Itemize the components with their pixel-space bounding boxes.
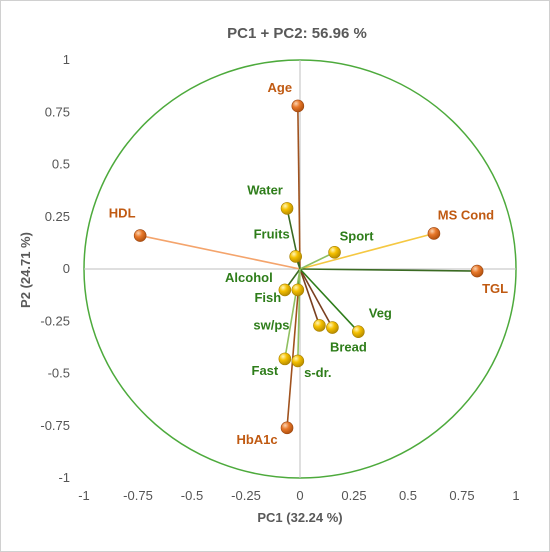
variable-point: [278, 352, 292, 366]
loading-vector: [139, 234, 301, 270]
y-tick-label: 1: [63, 52, 70, 67]
x-tick-label: 0: [296, 488, 303, 503]
plot-area: -1 -0.75 -0.5 -0.25 0 0.25 0.5 0.75 1 1 0.75 0.5 0.2…: [40, 52, 519, 503]
y-tick-label: -0.25: [40, 313, 70, 328]
point-label: Veg: [369, 306, 392, 321]
loading-vector: [299, 268, 334, 328]
point-label: TGL: [482, 281, 508, 296]
x-tick-label: 0.25: [341, 488, 366, 503]
point-label: MS Cond: [438, 207, 494, 222]
variable-point: [280, 202, 294, 215]
point-label: Sport: [340, 228, 375, 243]
point-label: s-dr.: [304, 365, 331, 380]
variable-point: [291, 354, 305, 368]
x-tick-label: 0.75: [449, 488, 474, 503]
point-label: Fruits: [254, 226, 290, 241]
loading-vector: [299, 268, 478, 272]
point-label: Fish: [254, 290, 281, 305]
point-label: Age: [268, 80, 293, 95]
y-tick-label: 0: [63, 261, 70, 276]
y-axis-title: P2 (24.71 %): [18, 232, 33, 308]
variable-point: [326, 321, 339, 334]
x-tick-label: -0.25: [231, 488, 261, 503]
point-label: Alcohol: [225, 270, 273, 285]
point-label: HDL: [109, 206, 136, 221]
variable-point: [133, 229, 147, 242]
variable-point: [352, 325, 365, 339]
variable-point: [278, 283, 292, 297]
variable-point: [280, 421, 294, 435]
x-tick-label: -1: [78, 488, 90, 503]
variable-point: [470, 264, 484, 278]
variable-point: [289, 250, 302, 263]
x-tick-label: -0.5: [181, 488, 203, 503]
loading-vector: [299, 268, 359, 333]
y-tick-label: 0.5: [52, 157, 70, 172]
chart-title: PC1 + PC2: 56.96 %: [227, 25, 367, 42]
y-tick-label: 0.25: [45, 209, 70, 224]
point-label: sw/ps: [253, 317, 289, 332]
variable-point: [291, 99, 305, 113]
x-tick-label: -0.75: [123, 488, 153, 503]
loading-vector: [299, 232, 435, 270]
variable-point: [328, 245, 341, 259]
loading-vector: [299, 251, 335, 270]
variable-point: [291, 283, 305, 297]
point-label: Water: [247, 182, 283, 197]
y-tick-label: -0.5: [48, 366, 70, 381]
point-label: HbA1c: [236, 432, 277, 447]
x-tick-label: 0.5: [399, 488, 417, 503]
y-tick-label: -1: [58, 470, 70, 485]
point-label: Bread: [330, 340, 367, 355]
x-tick-label: 1: [512, 488, 519, 503]
point-label: Fast: [252, 363, 279, 378]
x-axis-title: PC1 (32.24 %): [257, 510, 342, 525]
variable-point: [427, 227, 441, 240]
loading-vector: [299, 268, 321, 326]
y-tick-label: 0.75: [45, 104, 70, 119]
y-tick-label: -0.75: [40, 418, 70, 433]
variable-point: [313, 319, 326, 332]
loading-vector: [297, 105, 301, 270]
